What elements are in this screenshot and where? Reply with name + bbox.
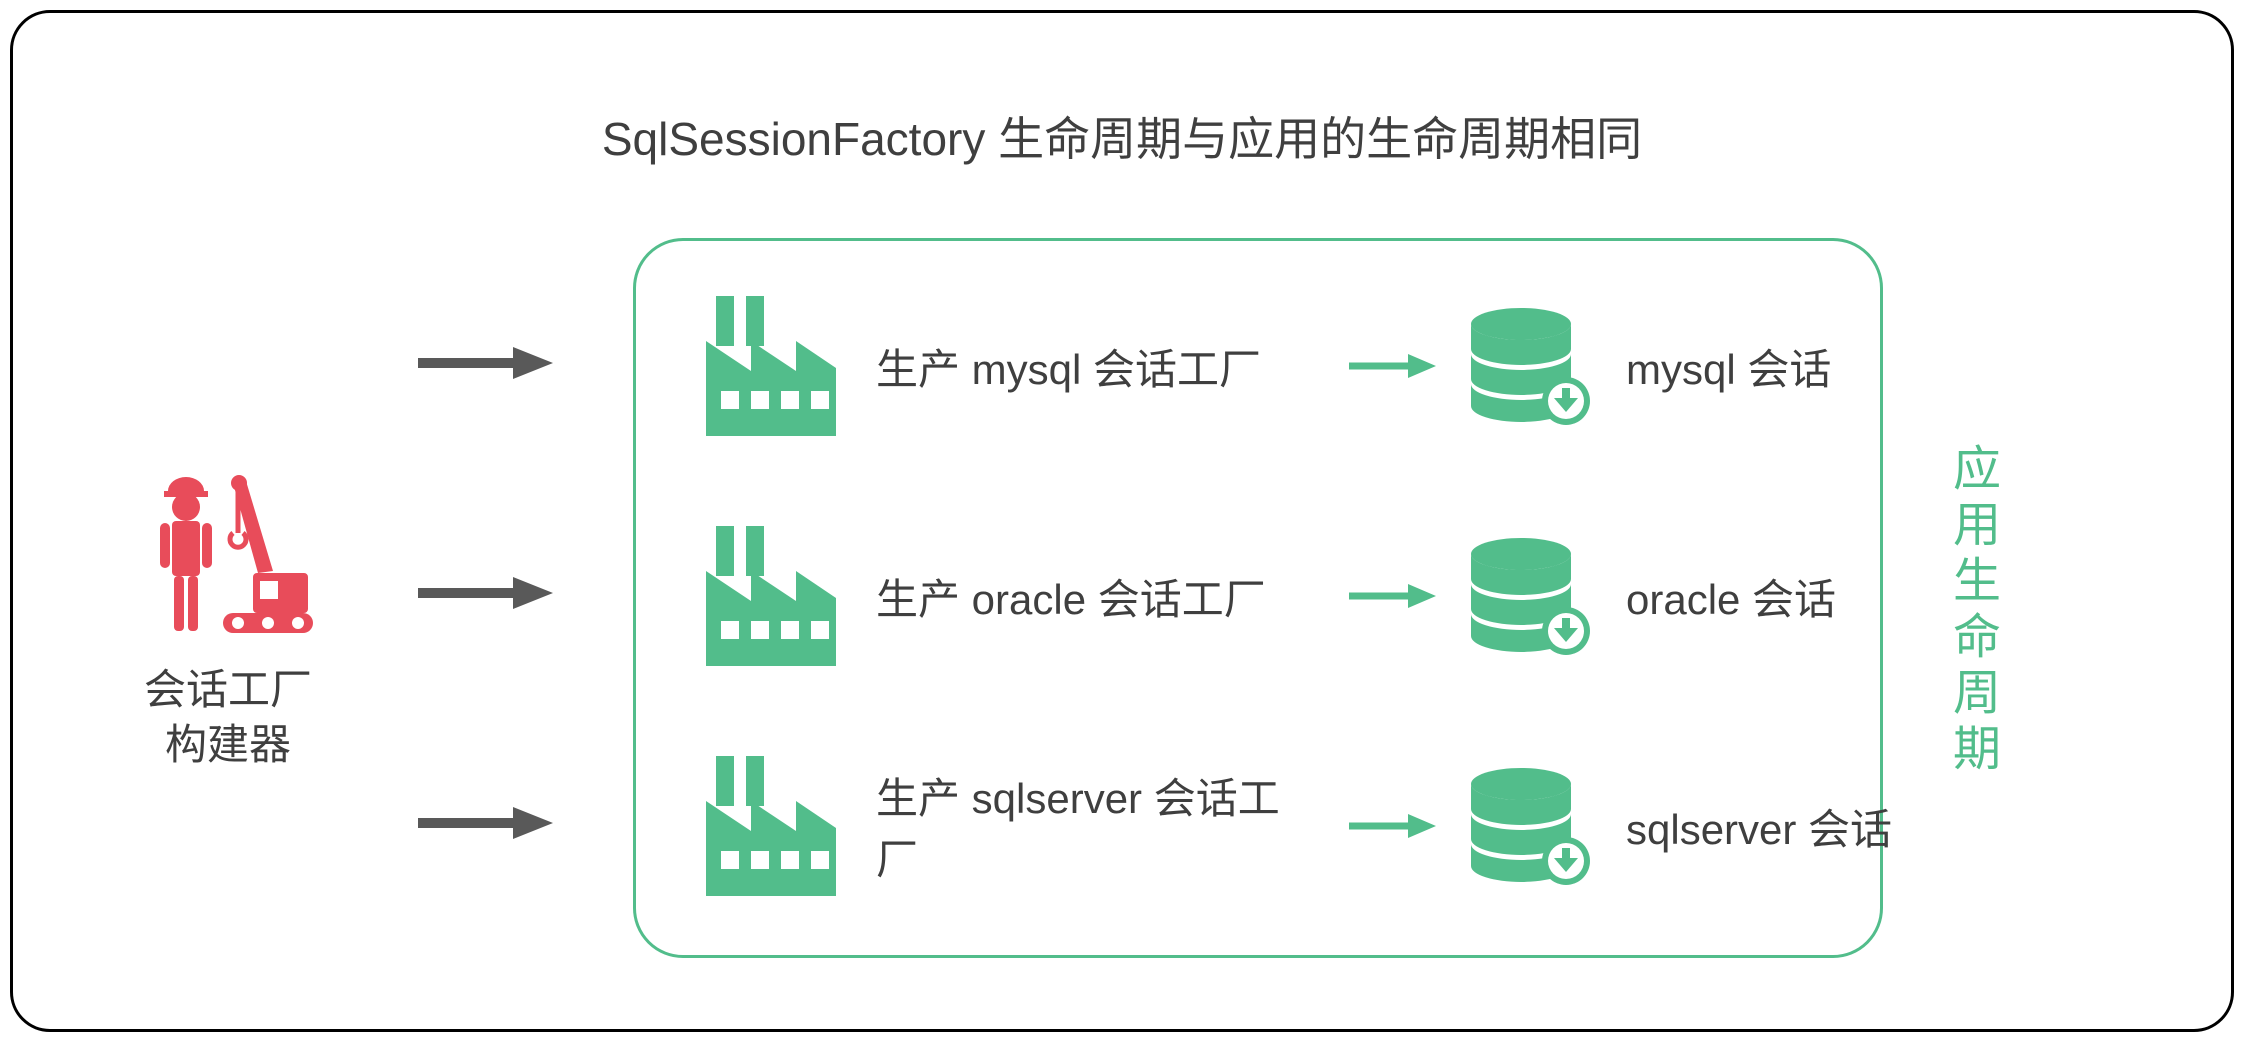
builder-crane-icon <box>138 463 318 643</box>
arrow-to-row1 <box>413 343 553 383</box>
lifecycle-box: 生产 mysql 会话工厂 mysql 会 <box>633 238 1883 958</box>
factory-label: 生产 sqlserver 会话工厂 <box>876 765 1316 887</box>
builder-label-line1: 会话工厂 <box>144 666 312 713</box>
arrow-green-icon <box>1346 811 1436 841</box>
builder-label-line2: 构建器 <box>165 721 291 768</box>
database-icon <box>1466 536 1596 656</box>
outer-frame: SqlSessionFactory 生命周期与应用的生命周期相同 <box>10 10 2234 1032</box>
arrow-to-row2 <box>413 573 553 613</box>
lifecycle-row: 生产 sqlserver 会话工厂 sql <box>696 756 1926 896</box>
builder-label: 会话工厂 构建器 <box>113 663 343 772</box>
arrow-green-icon <box>1346 581 1436 611</box>
side-label: 应用生命周期 <box>1936 443 2006 779</box>
diagram-title: SqlSessionFactory 生命周期与应用的生命周期相同 <box>13 103 2231 169</box>
db-label: sqlserver 会话 <box>1626 796 1926 857</box>
arrow-green-icon <box>1346 351 1436 381</box>
builder-block: 会话工厂 构建器 <box>113 463 343 772</box>
factory-label: 生产 mysql 会话工厂 <box>876 336 1316 397</box>
factory-icon <box>696 296 846 436</box>
database-icon <box>1466 766 1596 886</box>
lifecycle-row: 生产 oracle 会话工厂 oracle <box>696 526 1926 666</box>
factory-icon <box>696 526 846 666</box>
arrow-to-row3 <box>413 803 553 843</box>
db-label: oracle 会话 <box>1626 566 1926 627</box>
db-label: mysql 会话 <box>1626 336 1926 397</box>
factory-label: 生产 oracle 会话工厂 <box>876 566 1316 627</box>
database-icon <box>1466 306 1596 426</box>
factory-icon <box>696 756 846 896</box>
lifecycle-row: 生产 mysql 会话工厂 mysql 会 <box>696 296 1926 436</box>
